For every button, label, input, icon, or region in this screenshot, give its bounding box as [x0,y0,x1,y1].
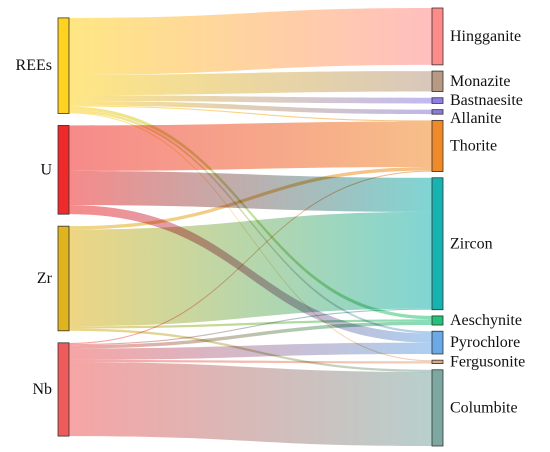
link-nb-to-aeschynite [69,321,432,349]
link-nb-to-fergusonite [69,359,432,364]
target-label-thorite: Thorite [450,137,497,154]
target-label-bastnaesite: Bastnaesite [450,92,523,109]
link-zr-to-aeschynite [69,319,432,329]
source-node-rees [57,17,70,114]
link-rees-to-aeschynite [69,106,432,320]
sankey-nodes [57,7,444,447]
link-rees-to-allanite [69,100,432,115]
link-u-to-thorite [69,121,432,171]
source-label-zr: Zr [37,270,53,287]
link-nb-to-columbite [69,362,432,446]
target-node-monazite [431,70,444,92]
sankey-links [69,8,432,446]
sankey-labels: REEs U Zr Nb Hingganite Monazite BastnaesiteAl… [16,28,526,416]
link-u-to-zircon [69,170,432,212]
target-node-bastnaesite [431,97,444,104]
target-node-columbite [431,369,444,447]
source-label-nb: Nb [32,381,52,398]
link-nb-to-zircon [69,308,432,346]
target-node-aeschynite [431,315,444,326]
target-label-aeschynite: Aeschynite [450,312,522,329]
source-node-zr [57,225,70,332]
target-label-monazite: Monazite [450,73,510,90]
target-node-zircon [431,177,444,311]
source-node-nb [57,342,70,437]
target-node-hingganite [431,7,444,66]
target-label-fergusonite: Fergusonite [450,353,525,370]
link-nb-to-pyrochlore [69,342,432,360]
link-nb-to-thorite [69,170,432,344]
target-node-allanite [431,109,444,115]
source-label-rees: REEs [16,57,52,74]
source-node-u [57,125,70,215]
link-rees-to-monazite [69,71,432,96]
target-node-pyrochlore [431,330,444,355]
link-rees-to-thorite [69,105,432,122]
link-zr-to-thorite [69,167,432,230]
target-node-fergusonite [431,359,444,364]
target-label-columbite: Columbite [450,399,518,416]
link-zr-to-zircon [69,211,432,327]
link-rees-to-hingganite [69,8,432,75]
link-rees-to-bastnaesite [69,95,432,104]
source-label-u: U [40,161,52,178]
target-label-zircon: Zircon [450,235,493,252]
target-label-pyrochlore: Pyrochlore [450,334,520,351]
target-node-thorite [431,119,444,172]
target-label-allanite: Allanite [450,110,502,127]
target-label-hingganite: Hingganite [450,28,521,45]
